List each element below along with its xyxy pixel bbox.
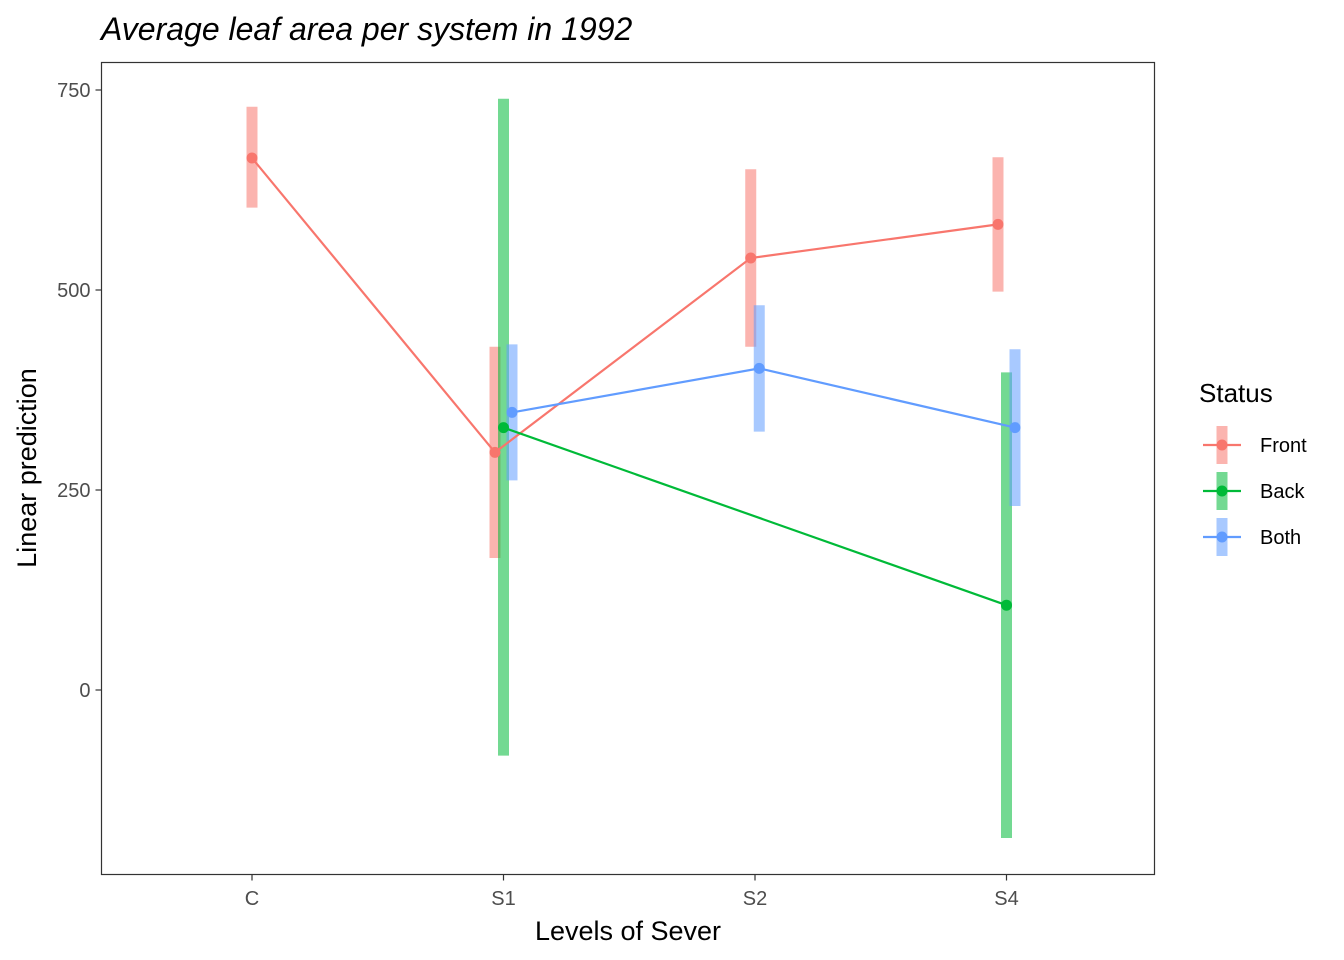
data-point-back [1001, 599, 1012, 611]
x-tick-label: S1 [491, 888, 515, 910]
data-point-front [745, 252, 757, 264]
legend-label: Back [1260, 481, 1305, 503]
legend-label: Both [1260, 527, 1301, 549]
legend-key-point [1216, 439, 1228, 451]
series-line-back [503, 426, 1007, 607]
data-points [246, 152, 1021, 611]
legend: Status Front Back Both [1199, 378, 1307, 556]
x-axis-title: Levels of Sever [535, 916, 721, 946]
y-axis-title: Linear prediction [12, 368, 42, 568]
data-point-back [498, 422, 509, 434]
legend-item-front: Front [1203, 426, 1307, 464]
data-point-front [489, 446, 501, 458]
x-axis: C S1 S2 S4 [245, 874, 1019, 910]
y-tick-label: 0 [79, 680, 90, 702]
plot-panel [100, 61, 1156, 876]
data-point-both [753, 362, 765, 374]
legend-key-point [1216, 485, 1228, 497]
legend-item-back: Back [1203, 472, 1305, 510]
y-tick-label: 750 [57, 80, 90, 102]
y-axis: 0 250 500 750 [57, 80, 102, 702]
legend-item-both: Both [1203, 518, 1301, 556]
y-tick-label: 500 [57, 280, 90, 302]
legend-key-point [1216, 531, 1228, 543]
y-tick-label: 250 [57, 480, 90, 502]
legend-label: Front [1260, 435, 1307, 457]
x-tick-label: S2 [743, 888, 767, 910]
data-point-both [1009, 422, 1021, 434]
data-point-front [992, 218, 1004, 230]
x-tick-label: C [245, 888, 259, 910]
data-point-front [246, 152, 258, 164]
chart-title: Average leaf area per system in 1992 [99, 11, 632, 47]
series-line-front [251, 157, 999, 454]
data-point-both [506, 406, 518, 418]
legend-title: Status [1199, 378, 1273, 408]
x-tick-label: S4 [994, 888, 1018, 910]
